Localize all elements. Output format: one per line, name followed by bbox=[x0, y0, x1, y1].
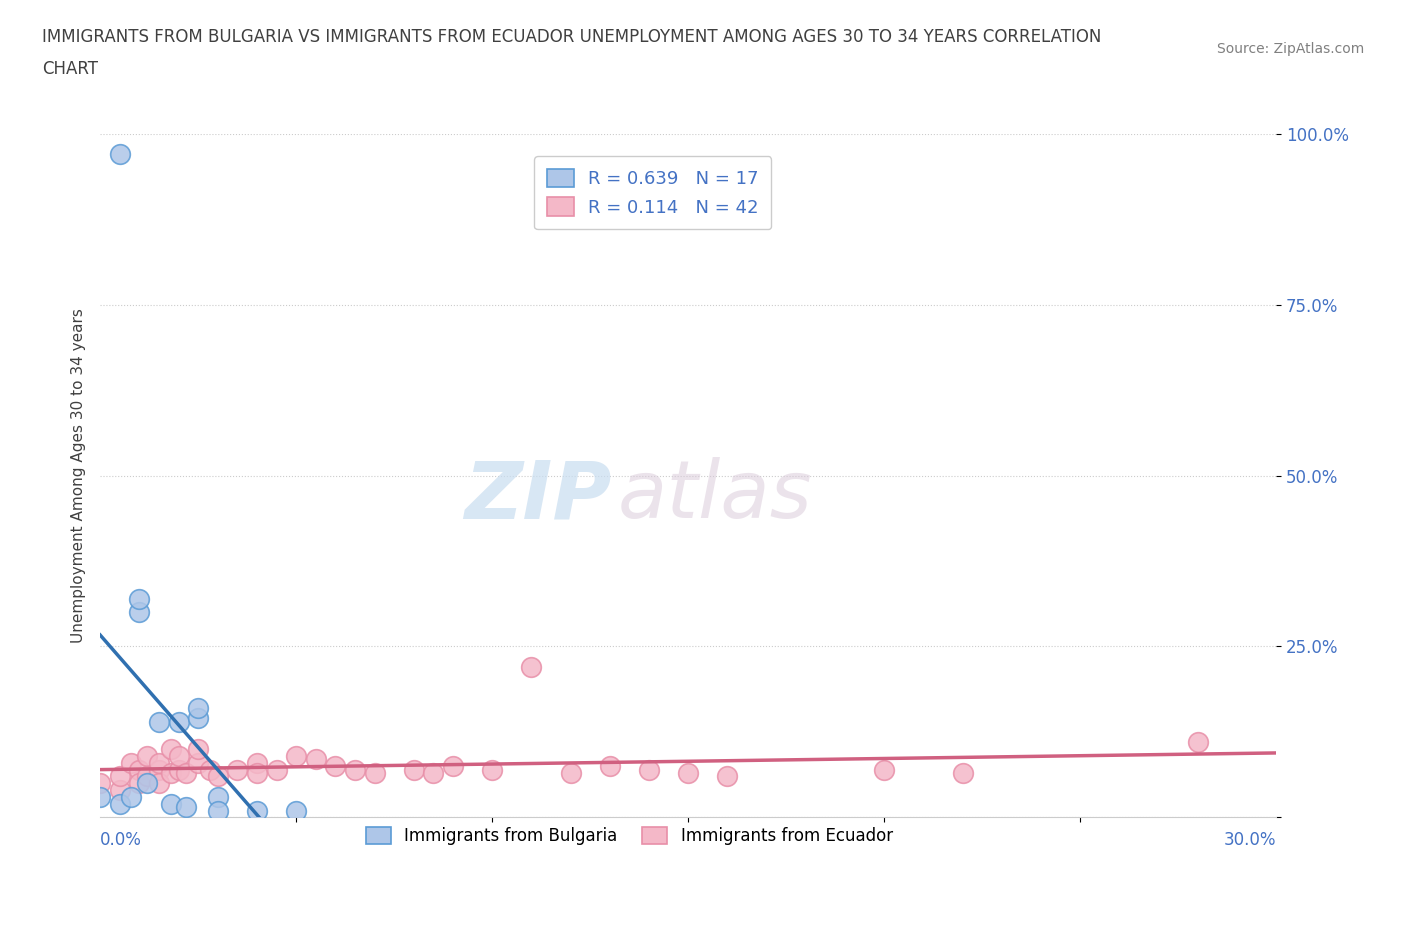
Text: 0.0%: 0.0% bbox=[100, 830, 142, 849]
Point bbox=[136, 749, 159, 764]
Point bbox=[207, 769, 229, 784]
Point bbox=[266, 762, 288, 777]
Point bbox=[148, 762, 170, 777]
Point bbox=[226, 762, 249, 777]
Point bbox=[285, 749, 308, 764]
Point bbox=[873, 762, 896, 777]
Point bbox=[167, 749, 190, 764]
Point bbox=[176, 800, 198, 815]
Point bbox=[108, 147, 131, 162]
Point bbox=[148, 714, 170, 729]
Point bbox=[638, 762, 661, 777]
Point bbox=[136, 769, 159, 784]
Point bbox=[187, 711, 209, 725]
Point bbox=[187, 741, 209, 756]
Point bbox=[1187, 735, 1209, 750]
Point bbox=[128, 776, 150, 790]
Point bbox=[128, 762, 150, 777]
Y-axis label: Unemployment Among Ages 30 to 34 years: Unemployment Among Ages 30 to 34 years bbox=[72, 308, 86, 643]
Point bbox=[305, 751, 328, 766]
Point bbox=[128, 604, 150, 619]
Point bbox=[148, 776, 170, 790]
Point bbox=[176, 765, 198, 780]
Point bbox=[187, 755, 209, 770]
Point bbox=[323, 759, 346, 774]
Point bbox=[167, 762, 190, 777]
Point bbox=[441, 759, 464, 774]
Point bbox=[121, 790, 143, 804]
Point bbox=[207, 804, 229, 818]
Point bbox=[167, 714, 190, 729]
Point bbox=[121, 755, 143, 770]
Point bbox=[108, 783, 131, 798]
Point bbox=[520, 659, 543, 674]
Point bbox=[716, 769, 738, 784]
Point bbox=[246, 804, 269, 818]
Point bbox=[343, 762, 366, 777]
Point bbox=[285, 804, 308, 818]
Point bbox=[363, 765, 385, 780]
Point bbox=[128, 591, 150, 606]
Point bbox=[108, 796, 131, 811]
Point bbox=[148, 755, 170, 770]
Text: ZIP: ZIP bbox=[464, 457, 612, 535]
Point bbox=[136, 776, 159, 790]
Point bbox=[422, 765, 444, 780]
Point bbox=[207, 790, 229, 804]
Point bbox=[402, 762, 425, 777]
Text: 30.0%: 30.0% bbox=[1223, 830, 1277, 849]
Point bbox=[159, 796, 181, 811]
Text: IMMIGRANTS FROM BULGARIA VS IMMIGRANTS FROM ECUADOR UNEMPLOYMENT AMONG AGES 30 T: IMMIGRANTS FROM BULGARIA VS IMMIGRANTS F… bbox=[42, 28, 1101, 46]
Point bbox=[89, 776, 111, 790]
Text: atlas: atlas bbox=[617, 457, 813, 535]
Text: CHART: CHART bbox=[42, 60, 98, 78]
Point bbox=[159, 741, 181, 756]
Point bbox=[599, 759, 621, 774]
Point bbox=[560, 765, 582, 780]
Text: Source: ZipAtlas.com: Source: ZipAtlas.com bbox=[1216, 42, 1364, 56]
Point bbox=[198, 762, 221, 777]
Point bbox=[676, 765, 699, 780]
Point bbox=[246, 765, 269, 780]
Point bbox=[952, 765, 974, 780]
Point bbox=[89, 790, 111, 804]
Point bbox=[108, 769, 131, 784]
Point bbox=[481, 762, 503, 777]
Point bbox=[187, 700, 209, 715]
Point bbox=[246, 755, 269, 770]
Legend: Immigrants from Bulgaria, Immigrants from Ecuador: Immigrants from Bulgaria, Immigrants fro… bbox=[354, 816, 904, 857]
Point bbox=[159, 765, 181, 780]
